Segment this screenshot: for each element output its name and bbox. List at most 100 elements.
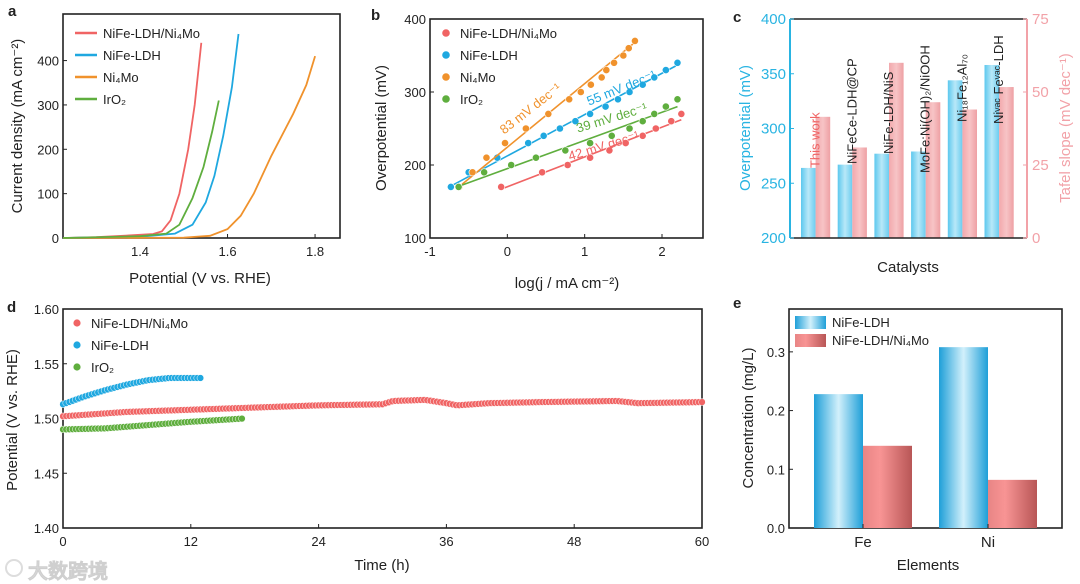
data-point [631, 37, 639, 45]
bar-overpotential [801, 167, 816, 238]
data-point [651, 124, 660, 133]
x-axis-label: Time (h) [354, 557, 409, 574]
data-point [561, 146, 570, 155]
y-right-tick-label: 0 [1032, 230, 1040, 247]
y-tick-label: 100 [37, 187, 59, 202]
data-point [638, 117, 647, 126]
legend-swatch [795, 316, 826, 329]
y-tick-label: 200 [761, 230, 786, 247]
legend-label: NiFe-LDH/Ni₄Mo [460, 26, 557, 41]
x-tick-label: 1 [581, 244, 588, 259]
data-point [586, 110, 594, 118]
legend-label: Ni₄Mo [460, 70, 496, 85]
category-label: Ni₁₈Fe₁₂Al₇₀ [954, 54, 969, 122]
panel-letter-d: d [7, 299, 16, 316]
data-point [597, 73, 606, 82]
legend-marker [442, 95, 450, 103]
x-tick-label: 36 [439, 534, 453, 549]
data-point [661, 66, 670, 74]
data-point [605, 146, 614, 155]
data-point [625, 88, 634, 96]
legend-label: NiFe-LDH [103, 48, 161, 63]
series-line [62, 100, 220, 239]
x-tick-label: 24 [311, 534, 325, 549]
bar-overpotential [947, 80, 963, 238]
watermark-logo: 大数跨境 [28, 559, 108, 583]
legend-label: Ni₄Mo [103, 70, 139, 85]
legend-label: IrO₂ [91, 360, 114, 375]
data-point [607, 131, 616, 140]
y-tick-label: 0.2 [767, 404, 785, 419]
panel-d-stability-chart: 0 12 24 36 48 60 1.40 1.45 1.50 1.55 1.60 NiFe-LDH/… [4, 302, 709, 574]
data-point [625, 124, 634, 133]
plot-frame [429, 18, 704, 239]
watermark-icon [5, 559, 23, 577]
bar-overpotential [837, 164, 853, 238]
legend-marker [442, 73, 450, 81]
x-tick-label: 2 [658, 244, 665, 259]
category-label: MoFe:Ni(OH)₂/NiOOH [918, 45, 933, 173]
data-point [619, 51, 628, 60]
data-point [196, 374, 205, 382]
panel-letter-a: a [8, 3, 17, 20]
data-point [238, 414, 246, 423]
y-axis-label: Overpotential (mV) [373, 65, 390, 191]
data-point [532, 153, 540, 162]
x-tick-label: 1.8 [306, 244, 324, 259]
y-axis-label: Potential (V vs. RHE) [4, 349, 21, 491]
y-tick-label: 350 [761, 66, 786, 83]
series-line [62, 33, 240, 239]
y-tick-label: 250 [761, 175, 786, 192]
bar-tafel-slope [925, 102, 941, 238]
data-point [586, 80, 595, 89]
data-point [677, 110, 686, 118]
panel-letter-b: b [371, 7, 380, 24]
x-tick-label: 1.4 [131, 244, 149, 259]
data-point [563, 161, 572, 169]
series-line [62, 55, 316, 239]
bar-overpotential [984, 64, 1000, 239]
y-tick-label: 0.0 [767, 521, 785, 536]
data-point [571, 117, 580, 126]
data-point [576, 88, 585, 96]
legend-marker [73, 363, 81, 371]
legend-label: NiFe-LDH [91, 338, 149, 353]
data-point [638, 131, 647, 140]
data-point [602, 66, 611, 74]
data-point [480, 168, 489, 177]
y-tick-label: 1.40 [34, 521, 59, 536]
y-tick-label: 300 [761, 121, 786, 138]
data-point [556, 124, 564, 133]
data-point [501, 139, 509, 147]
data-point [624, 44, 633, 53]
panel-letter-e: e [733, 295, 741, 312]
y-axis-label: Concentration (mg/L) [740, 348, 757, 489]
legend-label: NiFe-LDH/Ni₄Mo [832, 333, 929, 348]
data-point [446, 182, 455, 191]
data-point [482, 153, 491, 162]
y-tick-label: 0.1 [767, 462, 785, 477]
bar-tafel-slope [852, 147, 867, 238]
category-label: NiFe-LDH/NiS [881, 71, 896, 154]
x-axis-label: log(j / mA cm⁻²) [515, 275, 620, 292]
legend-marker [73, 319, 81, 327]
plot-frame [788, 308, 1063, 529]
data-point [586, 139, 594, 147]
y-tick-label: 0.3 [767, 345, 785, 360]
x-axis-label: Elements [897, 557, 960, 574]
data-point [614, 95, 622, 104]
data-point [468, 168, 477, 177]
y-right-tick-label: 50 [1032, 84, 1049, 101]
data-point [667, 117, 676, 126]
data-point [497, 182, 506, 191]
x-axis-label: Catalysts [877, 259, 939, 276]
category-label: Fe [854, 534, 872, 551]
y-tick-label: 400 [404, 12, 426, 27]
y-tick-label: 0 [52, 231, 59, 246]
data-point [454, 182, 463, 191]
data-point [521, 124, 530, 133]
plot-frame [62, 308, 703, 529]
data-point [586, 153, 594, 162]
x-tick-label: 60 [695, 534, 709, 549]
category-label: Ni [981, 534, 995, 551]
